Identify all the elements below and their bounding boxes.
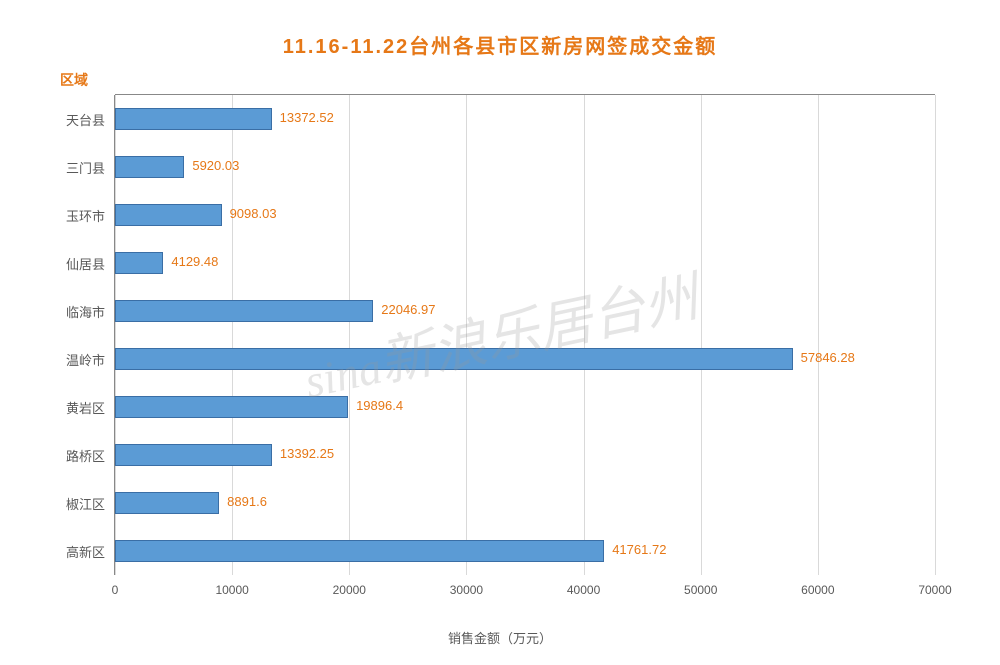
bar <box>115 108 272 130</box>
bar-row: 椒江区8891.6 <box>115 479 935 527</box>
y-tick-label: 玉环市 <box>55 206 105 225</box>
y-tick-label: 三门县 <box>55 158 105 177</box>
y-tick-label: 临海市 <box>55 302 105 321</box>
chart-container: 11.16-11.22台州各县市区新房网签成交金额 区域 01000020000… <box>0 0 1000 665</box>
bar-row: 高新区41761.72 <box>115 527 935 575</box>
bar <box>115 540 604 562</box>
bar-value-label: 13392.25 <box>280 446 334 461</box>
bar-value-label: 13372.52 <box>280 110 334 125</box>
y-tick-label: 椒江区 <box>55 494 105 513</box>
bar-row: 玉环市9098.03 <box>115 191 935 239</box>
bar-value-label: 9098.03 <box>230 206 277 221</box>
y-tick-label: 路桥区 <box>55 446 105 465</box>
y-tick-label: 温岭市 <box>55 350 105 369</box>
x-tick-label: 70000 <box>918 583 951 597</box>
bar <box>115 156 184 178</box>
bar <box>115 348 793 370</box>
x-tick-label: 60000 <box>801 583 834 597</box>
bar <box>115 492 219 514</box>
bar-value-label: 22046.97 <box>381 302 435 317</box>
bar-row: 天台县13372.52 <box>115 95 935 143</box>
bar-row: 仙居县4129.48 <box>115 239 935 287</box>
bar-value-label: 41761.72 <box>612 542 666 557</box>
bar <box>115 300 373 322</box>
chart-title: 11.16-11.22台州各县市区新房网签成交金额 <box>30 30 970 59</box>
bar-row: 临海市22046.97 <box>115 287 935 335</box>
y-tick-label: 仙居县 <box>55 254 105 273</box>
bar-row: 黄岩区19896.4 <box>115 383 935 431</box>
bar <box>115 396 348 418</box>
y-tick-label: 高新区 <box>55 542 105 561</box>
bar-value-label: 4129.48 <box>171 254 218 269</box>
bar-row: 温岭市57846.28 <box>115 335 935 383</box>
bar-value-label: 5920.03 <box>192 158 239 173</box>
bar-value-label: 8891.6 <box>227 494 267 509</box>
x-tick-label: 20000 <box>333 583 366 597</box>
x-tick-label: 10000 <box>215 583 248 597</box>
x-tick-label: 50000 <box>684 583 717 597</box>
x-axis-title: 销售金额（万元） <box>448 628 552 647</box>
plot-area: 010000200003000040000500006000070000天台县1… <box>115 95 935 575</box>
bar-value-label: 19896.4 <box>356 398 403 413</box>
y-axis-title: 区域 <box>60 70 88 90</box>
x-tick-label: 40000 <box>567 583 600 597</box>
x-tick-label: 30000 <box>450 583 483 597</box>
bar <box>115 204 222 226</box>
y-tick-label: 黄岩区 <box>55 398 105 417</box>
bar-row: 路桥区13392.25 <box>115 431 935 479</box>
bar <box>115 444 272 466</box>
bar <box>115 252 163 274</box>
x-tick-label: 0 <box>112 583 119 597</box>
grid-line <box>935 95 936 575</box>
bar-value-label: 57846.28 <box>801 350 855 365</box>
y-tick-label: 天台县 <box>55 110 105 129</box>
bar-row: 三门县5920.03 <box>115 143 935 191</box>
